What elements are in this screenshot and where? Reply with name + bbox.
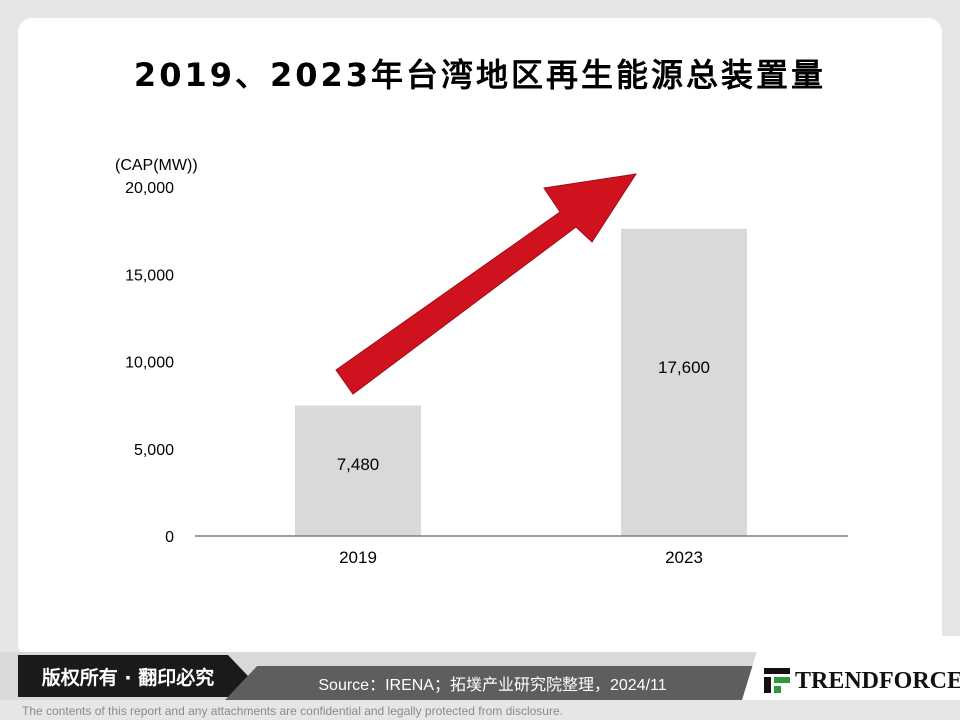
disclaimer: The contents of this report and any atta… [22, 704, 563, 718]
y-tick-label: 10,000 [125, 355, 174, 372]
page-title: 2019、2023年台湾地区再生能源总装置量 [133, 56, 827, 94]
y-tick-label: 5,000 [134, 442, 174, 459]
bar-2023 [621, 228, 747, 536]
y-tick-label: 0 [165, 529, 174, 546]
x-tick-label: 2023 [665, 548, 703, 567]
trendforce-logo-icon [764, 668, 790, 693]
x-tick-label: 2019 [339, 548, 377, 567]
chart-card [18, 18, 942, 658]
bar-2019 [295, 405, 421, 536]
y-tick-label: 15,000 [125, 267, 174, 284]
copyright-notice: 版权所有 · 翻印必究 [18, 655, 268, 697]
bars: 7,480 17,600 [295, 228, 747, 536]
bar-value-label: 7,480 [337, 455, 380, 474]
x-axis-ticks: 2019 2023 [339, 548, 703, 567]
y-tick-label: 20,000 [125, 180, 174, 197]
bar-value-label: 17,600 [658, 358, 710, 377]
y-axis-ticks: 0 5,000 10,000 15,000 20,000 [125, 180, 174, 546]
y-axis-label: (CAP(MW)) [115, 157, 198, 174]
brand-name: TRENDFORCE [795, 668, 960, 694]
source-note: Source：IRENA；拓墣产业研究院整理，2024/11 [225, 666, 760, 700]
growth-arrow-icon [335, 173, 638, 395]
